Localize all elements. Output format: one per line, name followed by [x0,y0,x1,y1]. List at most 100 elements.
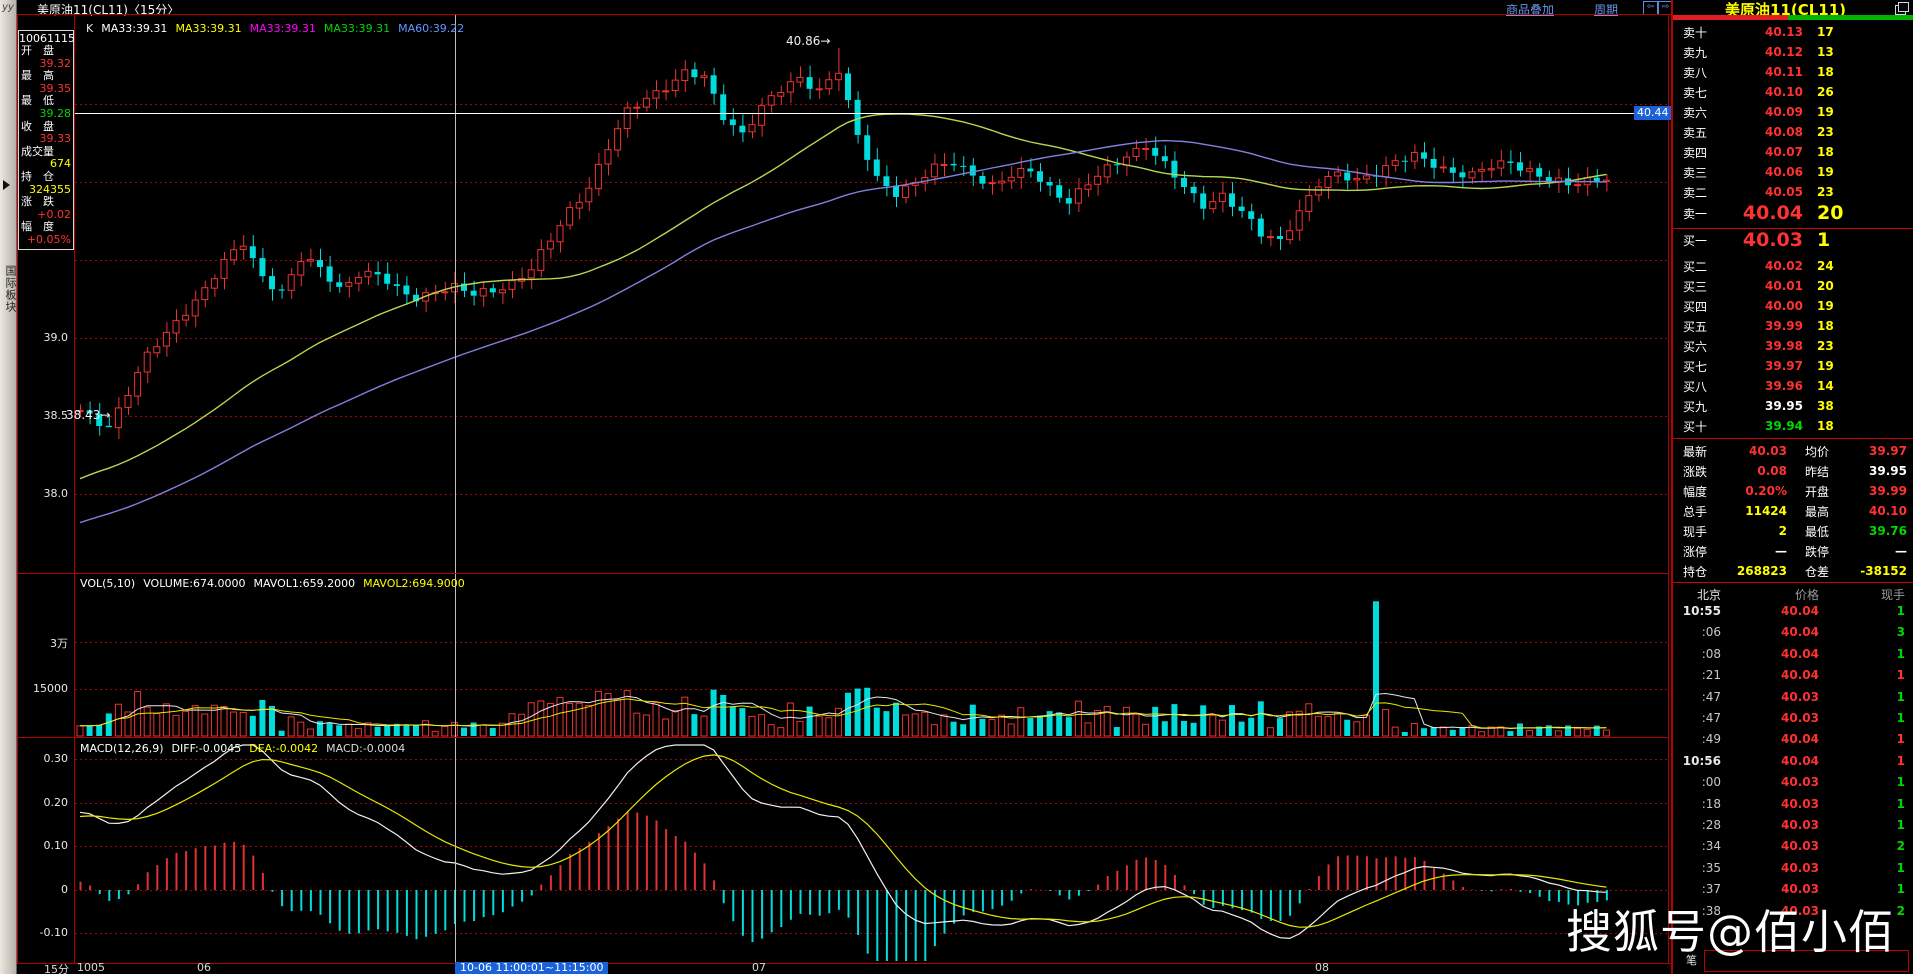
ob-level-label: 买八 [1683,379,1708,394]
link-period[interactable]: 周期 [1594,3,1619,17]
ask-row[interactable]: 卖五 40.08 23 [1673,122,1913,142]
stat-label: 持仓 [1683,564,1708,579]
kline-legend: K MA33:39.31 MA33:39.31 MA33:39.31 MA33:39.3… [86,22,472,35]
ob-lots: 38 [1817,399,1834,413]
legend-item: VOLUME:674.0000 [143,577,246,590]
best-bid-row[interactable]: 买一 40.03 1 [1673,229,1913,251]
legend-item: MA33:39.31 [101,22,168,35]
bid-row[interactable]: 买五 39.99 18 [1673,316,1913,336]
sidebar-tab-international[interactable]: 国际板块 [4,265,17,313]
period-label[interactable]: 15分 [44,963,69,974]
ob-level-label: 买五 [1683,319,1708,334]
tick-row: :37 40.03 1 [1673,882,1913,896]
tick-lots: 1 [1896,796,1905,811]
restore-window-icon[interactable] [1898,2,1909,12]
ob-price: 40.03 [1742,229,1803,251]
tick-price: 40.03 [1781,839,1819,854]
ob-lots: 20 [1817,202,1844,224]
bid-row[interactable]: 买九 39.95 38 [1673,396,1913,416]
stat-label: 最低 [1805,524,1830,539]
info-label: 收 盘 [21,119,54,133]
bid-row[interactable]: 买六 39.98 23 [1673,336,1913,356]
ob-price: 40.04 [1742,202,1803,224]
info-label: 最 低 [21,94,54,108]
ask-row[interactable]: 卖十 40.13 17 [1673,22,1913,42]
ob-lots: 20 [1817,279,1834,293]
tab-tick-detail[interactable]: 笔 [1686,954,1697,967]
ask-row[interactable]: 卖二 40.05 23 [1673,182,1913,202]
bid-row[interactable]: 买十 39.94 18 [1673,416,1913,436]
expand-arrow-icon[interactable] [3,180,10,190]
legend-item: MA33:39.31 [175,22,242,35]
legend-item: MACD:-0.0004 [326,742,406,755]
stat-label: 昨结 [1805,464,1830,479]
tick-header-row: 北京 价格 现手 [1673,586,1913,603]
legend-item: MAVOL1:659.2000 [253,577,356,590]
stat-row: 现手 2 最低 39.76 [1673,521,1913,541]
tick-header: 价格 [1794,588,1819,602]
stat-label: 开盘 [1805,484,1830,499]
link-overlay[interactable]: 商品叠加 [1506,3,1555,17]
ask-row[interactable]: 卖三 40.06 19 [1673,162,1913,182]
ob-lots: 24 [1817,259,1834,273]
ob-price: 39.97 [1765,359,1803,373]
y-axis-label: 3万 [50,637,68,650]
bid-row[interactable]: 买七 39.97 19 [1673,356,1913,376]
ask-row[interactable]: 卖六 40.09 19 [1673,102,1913,122]
tick-lots: 1 [1896,646,1905,661]
ask-row[interactable]: 卖四 40.07 18 [1673,142,1913,162]
sell-strength [1673,15,1789,20]
bid-row[interactable]: 买三 40.01 20 [1673,276,1913,296]
panel-bottom-box[interactable] [1704,950,1909,972]
chart-title: 美原油11(CL11)〈15分〉 [37,3,180,17]
tick-time: 10:55 [1682,604,1721,618]
best-ask-row[interactable]: 卖一 40.04 20 [1673,202,1913,224]
tick-price: 40.03 [1781,775,1819,790]
ob-level-label: 卖八 [1683,65,1708,80]
bid-row[interactable]: 买四 40.00 19 [1673,296,1913,316]
ob-level-label: 买二 [1683,259,1708,274]
crosshair-time-tag: 10-06 11:00:01~11:15:00 [455,962,609,974]
y-axis-label: -0.10 [39,926,68,939]
stat-value: — [1775,544,1787,558]
legend-item: MA33:39.31 [249,22,316,35]
info-value: 674 [50,157,71,171]
ob-level-label: 卖二 [1683,185,1708,200]
tick-lots: 1 [1896,775,1905,790]
tick-time: :47 [1701,711,1721,725]
ob-level-label: 买九 [1683,399,1708,414]
buy-strength [1788,15,1913,20]
legend-item: MACD(12,26,9) [80,742,164,755]
ask-row[interactable]: 卖七 40.10 26 [1673,82,1913,102]
tick-lots: 1 [1896,732,1905,747]
stat-label: 总手 [1683,504,1708,519]
ob-level-label: 买十 [1683,419,1708,434]
ask-row[interactable]: 卖九 40.12 13 [1673,42,1913,62]
ob-price: 40.12 [1765,45,1803,59]
ob-lots: 19 [1817,359,1834,373]
ob-price: 40.13 [1765,25,1803,39]
ob-lots: 19 [1817,105,1834,119]
tick-row: :21 40.04 1 [1673,668,1913,682]
bid-row[interactable]: 买二 40.02 24 [1673,256,1913,276]
tick-time: :35 [1701,860,1721,875]
x-axis-label: 08 [1315,961,1329,974]
y-axis-label: 0.20 [43,796,69,809]
contract-code: 10061115 [19,32,75,45]
tick-row: :47 40.03 1 [1673,690,1913,704]
ask-row[interactable]: 卖八 40.11 18 [1673,62,1913,82]
ob-price: 40.08 [1765,125,1803,139]
tick-row: :08 40.04 1 [1673,647,1913,661]
stat-value: 0.20% [1745,484,1787,498]
ob-lots: 14 [1817,379,1834,393]
bid-row[interactable]: 买八 39.96 14 [1673,376,1913,396]
divider [1673,228,1913,229]
ob-level-label: 买一 [1683,233,1708,248]
legend-item: DIFF:-0.0045 [171,742,242,755]
ob-level-label: 卖四 [1683,145,1708,160]
info-value: 39.33 [39,132,72,146]
tick-row: :28 40.03 1 [1673,818,1913,832]
x-axis-label: 1005 [77,961,105,974]
ob-lots: 13 [1817,45,1834,59]
